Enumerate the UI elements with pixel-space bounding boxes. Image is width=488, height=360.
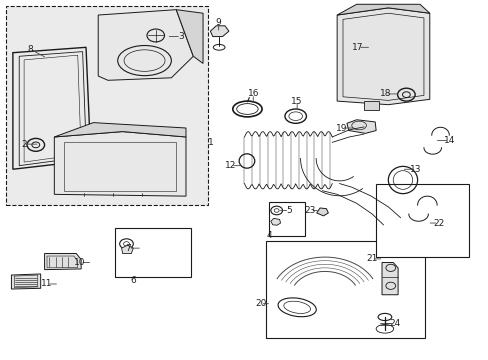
Polygon shape — [176, 10, 203, 63]
Polygon shape — [122, 245, 133, 253]
Text: 20: 20 — [254, 299, 266, 308]
Bar — [266, 241, 424, 338]
Polygon shape — [210, 26, 228, 37]
Text: 14: 14 — [443, 136, 454, 145]
Bar — [268, 202, 305, 235]
Polygon shape — [336, 4, 429, 15]
Text: 12: 12 — [224, 161, 236, 170]
Text: 4: 4 — [266, 231, 272, 240]
Text: 3: 3 — [178, 32, 183, 41]
Text: 15: 15 — [291, 96, 302, 105]
Text: 19: 19 — [336, 123, 347, 132]
Polygon shape — [316, 208, 328, 216]
Text: 7: 7 — [125, 244, 131, 253]
Text: 21: 21 — [366, 255, 377, 264]
Polygon shape — [11, 274, 41, 289]
Text: 24: 24 — [388, 319, 400, 328]
Text: 23: 23 — [304, 206, 315, 215]
Bar — [115, 228, 190, 277]
Text: 1: 1 — [207, 138, 213, 147]
Text: 2: 2 — [21, 140, 27, 149]
Text: 18: 18 — [379, 89, 391, 98]
Polygon shape — [270, 219, 280, 225]
Bar — [375, 184, 468, 257]
Bar — [5, 6, 207, 205]
Polygon shape — [363, 101, 378, 110]
Polygon shape — [54, 132, 185, 196]
Text: 16: 16 — [247, 89, 259, 98]
Text: 5: 5 — [286, 206, 292, 215]
Text: 6: 6 — [130, 276, 136, 285]
Text: 10: 10 — [74, 258, 86, 267]
Polygon shape — [98, 10, 193, 80]
Text: 22: 22 — [432, 219, 443, 228]
Text: 9: 9 — [215, 18, 221, 27]
Text: 13: 13 — [409, 165, 421, 174]
Polygon shape — [381, 262, 397, 295]
Polygon shape — [336, 8, 429, 105]
Text: 8: 8 — [27, 45, 33, 54]
Polygon shape — [346, 120, 375, 134]
Text: 17: 17 — [352, 43, 363, 52]
Text: 11: 11 — [41, 279, 53, 288]
Polygon shape — [44, 253, 81, 270]
Polygon shape — [54, 123, 185, 137]
